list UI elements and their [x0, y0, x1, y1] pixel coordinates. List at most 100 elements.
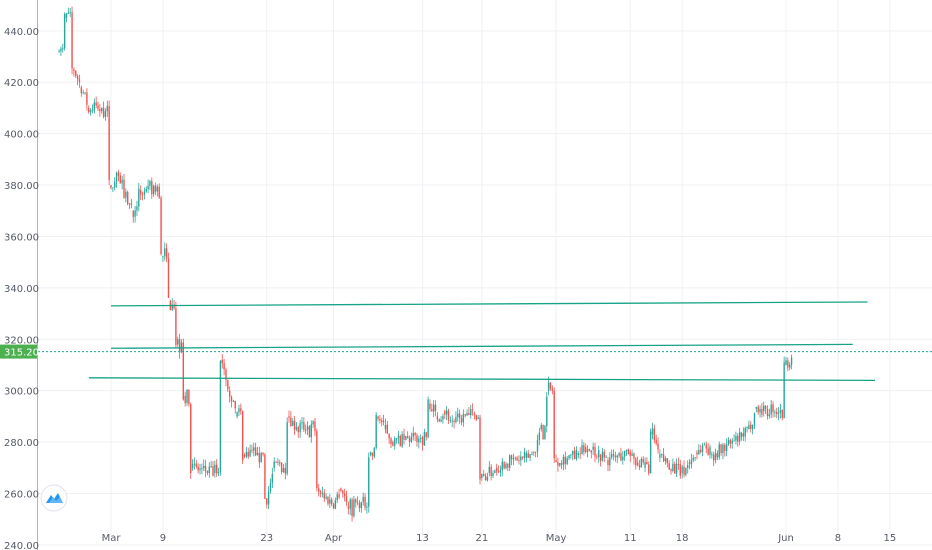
candle-body: [199, 468, 201, 471]
candle-body: [510, 455, 513, 460]
candle-body: [69, 12, 71, 14]
candle-body: [547, 382, 550, 391]
candle-body: [648, 464, 650, 474]
candle-body: [280, 462, 283, 473]
candle-body: [316, 431, 318, 489]
candle-body: [473, 413, 476, 416]
candle-body: [651, 428, 654, 435]
candle-body: [121, 179, 123, 184]
candle-body: [427, 399, 429, 438]
candle-body: [512, 458, 515, 460]
candle-body: [764, 405, 767, 409]
candle-body: [368, 457, 370, 507]
candle-body: [253, 447, 255, 451]
candle-body: [314, 421, 316, 432]
candle-body: [353, 499, 355, 517]
candle-body: [507, 463, 509, 468]
candle-body: [338, 494, 340, 498]
candle-body: [160, 197, 162, 255]
candle-body: [58, 51, 60, 52]
current-price-badge: 315.20: [0, 344, 39, 359]
candle-body: [256, 452, 259, 456]
candle-body: [377, 416, 379, 420]
candle-body: [269, 483, 272, 492]
trendlines[interactable]: [88, 301, 876, 382]
x-tick-label: 13: [416, 533, 429, 544]
candle-body: [134, 210, 136, 217]
candle-body: [282, 468, 285, 473]
candle-body: [653, 428, 656, 440]
candle-body: [588, 449, 591, 451]
candle-body: [685, 467, 687, 475]
candle-body: [520, 456, 522, 461]
candle-body: [312, 421, 314, 425]
candle-body: [102, 107, 105, 117]
candle-body: [644, 461, 646, 468]
candle-body: [275, 461, 277, 463]
candle-body: [93, 102, 96, 111]
candle-body: [292, 420, 294, 426]
candle-body: [494, 470, 496, 474]
candle-body: [560, 463, 563, 465]
candle-body: [594, 446, 596, 457]
candle-body: [735, 435, 737, 441]
candle-body: [549, 382, 552, 389]
candle-body: [67, 12, 70, 14]
candle-body: [496, 467, 498, 472]
candle-body: [80, 87, 83, 94]
candle-body: [164, 248, 166, 257]
candle-body: [410, 436, 413, 442]
candle-body: [759, 408, 761, 413]
trendline[interactable]: [88, 377, 876, 382]
candle-body: [746, 427, 748, 428]
candle-body: [299, 423, 301, 433]
candle-body: [78, 79, 81, 83]
candle-body: [521, 456, 524, 458]
candle-body: [484, 475, 487, 481]
x-tick-label: 11: [624, 533, 637, 544]
candle-body: [151, 180, 153, 194]
candle-body: [598, 450, 600, 458]
candle-body: [772, 404, 774, 412]
candle-body: [763, 405, 765, 412]
candle-body: [347, 506, 350, 509]
candle-body: [683, 466, 685, 475]
candle-body: [342, 490, 344, 494]
candle-body: [408, 437, 411, 442]
candle-body: [696, 452, 698, 455]
candle-body: [390, 438, 392, 444]
candle-body: [570, 454, 572, 456]
candle-body: [340, 488, 342, 491]
candle-body: [612, 454, 615, 456]
candle-body: [572, 450, 574, 455]
candle-body: [106, 106, 108, 112]
candle-body: [464, 414, 466, 416]
candle-body: [687, 465, 689, 468]
candle-body: [536, 439, 539, 452]
candle-body: [714, 453, 717, 461]
y-tick-label: 240.00: [4, 541, 39, 550]
candle-body: [664, 458, 667, 462]
candle-body: [623, 451, 626, 457]
candle-body: [395, 438, 398, 439]
candle-body: [659, 454, 661, 458]
candle-body: [223, 363, 225, 370]
candle-body: [345, 496, 348, 502]
candle-body: [349, 499, 351, 509]
candle-body: [76, 76, 79, 80]
candle-body: [499, 470, 502, 473]
candle-body: [581, 445, 583, 455]
candle-body: [577, 453, 580, 455]
candle-body: [768, 414, 771, 417]
candle-body: [701, 445, 704, 452]
candle-body: [123, 179, 125, 198]
candle-body: [776, 411, 778, 415]
candle-body: [286, 422, 288, 474]
trendline[interactable]: [110, 301, 868, 307]
candle-body: [319, 491, 322, 494]
y-tick-label: 400.00: [4, 130, 39, 141]
candle-body: [490, 466, 492, 477]
trendline[interactable]: [110, 343, 853, 349]
watermark-logo-icon[interactable]: [40, 484, 68, 512]
